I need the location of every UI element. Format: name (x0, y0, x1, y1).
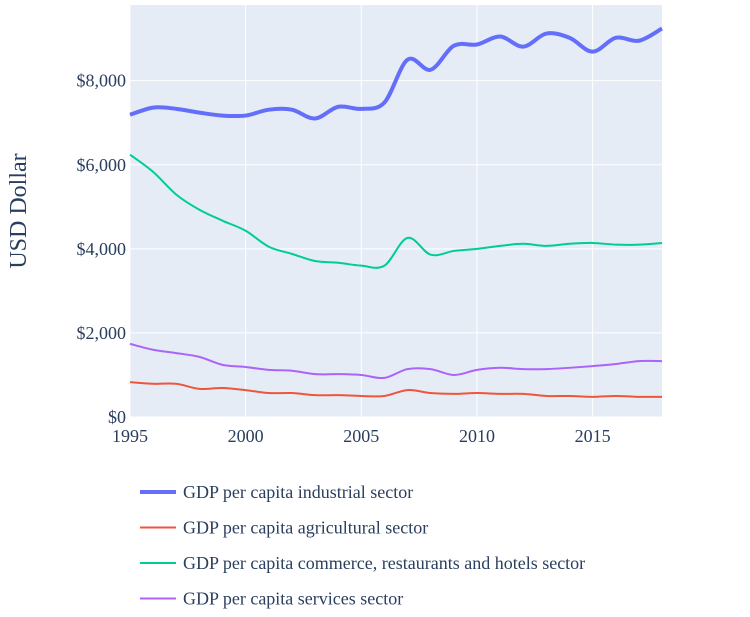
y-tick-label: $6,000 (77, 155, 127, 175)
x-tick-label: 2010 (459, 426, 495, 446)
plot-background (130, 5, 662, 417)
y-tick-label: $8,000 (77, 71, 127, 91)
legend-label: GDP per capita industrial sector (183, 482, 413, 502)
legend-label: GDP per capita services sector (183, 589, 403, 609)
y-tick-label: $0 (108, 407, 126, 427)
x-tick-label: 2005 (343, 426, 379, 446)
series-line (129, 381, 663, 398)
y-tick-label: $4,000 (77, 239, 127, 259)
legend-label: GDP per capita agricultural sector (183, 518, 428, 538)
y-tick-label: $2,000 (77, 323, 127, 343)
series-line (129, 342, 663, 380)
series-line (129, 26, 663, 121)
x-tick-label: 1995 (112, 426, 148, 446)
x-tick-label: 2000 (228, 426, 264, 446)
x-tick-label: 2015 (575, 426, 611, 446)
legend-label: GDP per capita commerce, restaurants and… (183, 553, 585, 573)
y-axis-title: USD Dollar (6, 153, 32, 268)
series-line (129, 153, 663, 269)
